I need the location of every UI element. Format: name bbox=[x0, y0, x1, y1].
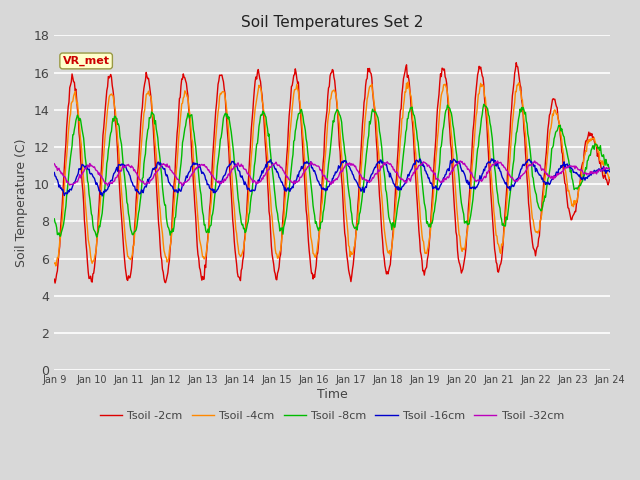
Tsoil -2cm bbox=[513, 60, 520, 66]
Text: VR_met: VR_met bbox=[63, 56, 109, 66]
Tsoil -2cm bbox=[175, 109, 182, 115]
Tsoil -4cm bbox=[401, 98, 408, 104]
Tsoil -2cm bbox=[606, 175, 614, 180]
Tsoil -8cm bbox=[93, 234, 100, 240]
Tsoil -16cm bbox=[118, 161, 126, 167]
Tsoil -32cm bbox=[531, 158, 539, 164]
Tsoil -2cm bbox=[61, 151, 69, 157]
Tsoil -2cm bbox=[417, 249, 424, 254]
Tsoil -4cm bbox=[52, 263, 60, 269]
Line: Tsoil -4cm: Tsoil -4cm bbox=[54, 82, 610, 266]
Tsoil -2cm bbox=[204, 232, 212, 238]
Tsoil -32cm bbox=[118, 168, 125, 174]
Tsoil -32cm bbox=[51, 161, 58, 167]
Tsoil -16cm bbox=[99, 193, 106, 199]
Tsoil -16cm bbox=[417, 159, 425, 165]
Tsoil -16cm bbox=[204, 181, 212, 187]
Tsoil -8cm bbox=[401, 144, 408, 150]
Tsoil -4cm bbox=[204, 236, 212, 242]
Tsoil -8cm bbox=[417, 158, 424, 164]
Line: Tsoil -2cm: Tsoil -2cm bbox=[54, 63, 610, 283]
Tsoil -32cm bbox=[417, 163, 424, 168]
Tsoil -4cm bbox=[51, 261, 58, 266]
Tsoil -8cm bbox=[61, 216, 68, 222]
Tsoil -8cm bbox=[204, 226, 212, 232]
Tsoil -4cm bbox=[404, 79, 412, 85]
Tsoil -4cm bbox=[118, 198, 126, 204]
Tsoil -16cm bbox=[606, 169, 614, 175]
Tsoil -16cm bbox=[401, 181, 408, 187]
Tsoil -2cm bbox=[401, 72, 408, 78]
Tsoil -8cm bbox=[118, 151, 126, 156]
Tsoil -16cm bbox=[416, 156, 424, 162]
Tsoil -16cm bbox=[175, 186, 182, 192]
Tsoil -8cm bbox=[606, 167, 614, 172]
Tsoil -8cm bbox=[51, 216, 58, 222]
Tsoil -4cm bbox=[175, 135, 182, 141]
X-axis label: Time: Time bbox=[317, 388, 348, 401]
Tsoil -2cm bbox=[51, 276, 58, 282]
Tsoil -4cm bbox=[417, 223, 425, 228]
Tsoil -2cm bbox=[118, 225, 126, 231]
Tsoil -8cm bbox=[175, 183, 182, 189]
Tsoil -2cm bbox=[51, 280, 59, 286]
Tsoil -16cm bbox=[51, 169, 58, 175]
Tsoil -8cm bbox=[480, 101, 488, 107]
Tsoil -32cm bbox=[401, 179, 408, 185]
Line: Tsoil -16cm: Tsoil -16cm bbox=[54, 159, 610, 196]
Tsoil -16cm bbox=[61, 192, 68, 198]
Tsoil -32cm bbox=[174, 177, 182, 182]
Tsoil -32cm bbox=[61, 174, 68, 180]
Title: Soil Temperatures Set 2: Soil Temperatures Set 2 bbox=[241, 15, 423, 30]
Line: Tsoil -32cm: Tsoil -32cm bbox=[54, 161, 610, 186]
Tsoil -32cm bbox=[204, 167, 212, 173]
Legend: Tsoil -2cm, Tsoil -4cm, Tsoil -8cm, Tsoil -16cm, Tsoil -32cm: Tsoil -2cm, Tsoil -4cm, Tsoil -8cm, Tsoi… bbox=[95, 406, 569, 425]
Tsoil -32cm bbox=[179, 183, 186, 189]
Line: Tsoil -8cm: Tsoil -8cm bbox=[54, 104, 610, 237]
Y-axis label: Soil Temperature (C): Soil Temperature (C) bbox=[15, 139, 28, 267]
Tsoil -32cm bbox=[606, 165, 614, 171]
Tsoil -4cm bbox=[606, 175, 614, 180]
Tsoil -4cm bbox=[61, 172, 69, 178]
